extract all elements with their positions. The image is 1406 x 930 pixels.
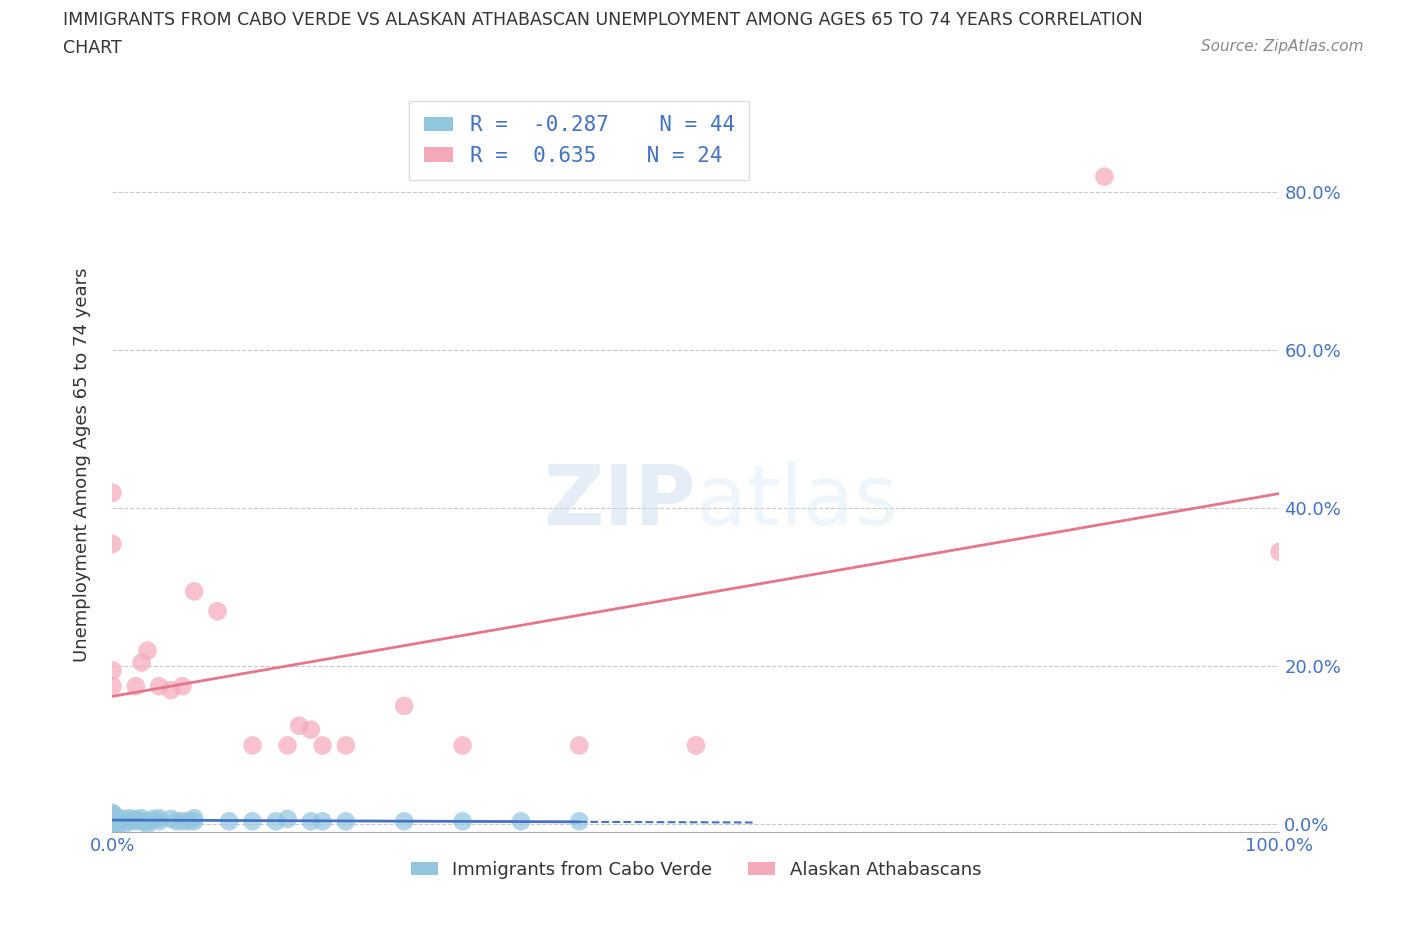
Point [107, 817, 129, 832]
Point [101, 809, 124, 824]
Point [101, 805, 124, 820]
Point [131, 811, 153, 826]
Point [451, 814, 474, 829]
Point [131, 655, 153, 670]
Point [311, 814, 333, 829]
Text: CHART: CHART [63, 39, 122, 57]
Point [311, 738, 333, 753]
Text: ZIP: ZIP [544, 461, 696, 542]
Text: IMMIGRANTS FROM CABO VERDE VS ALASKAN ATHABASCAN UNEMPLOYMENT AMONG AGES 65 TO 7: IMMIGRANTS FROM CABO VERDE VS ALASKAN AT… [63, 11, 1143, 29]
Point [264, 814, 287, 829]
Point [118, 811, 141, 826]
Point [394, 698, 416, 713]
Point [125, 812, 148, 827]
Point [101, 813, 124, 828]
Point [207, 604, 229, 618]
Point [148, 814, 170, 829]
Point [1268, 544, 1291, 559]
Point [299, 814, 322, 829]
Text: Source: ZipAtlas.com: Source: ZipAtlas.com [1201, 39, 1364, 54]
Point [568, 738, 591, 753]
Point [101, 817, 124, 832]
Point [101, 817, 124, 832]
Point [131, 814, 153, 829]
Point [148, 679, 170, 694]
Point [107, 811, 129, 826]
Point [172, 679, 194, 694]
Point [136, 817, 159, 832]
Point [101, 537, 124, 551]
Point [101, 817, 124, 832]
Point [509, 814, 531, 829]
Point [177, 814, 200, 829]
Point [685, 738, 707, 753]
Point [101, 485, 124, 500]
Point [183, 814, 205, 829]
Point [101, 663, 124, 678]
Point [451, 738, 474, 753]
Point [112, 817, 135, 832]
Point [335, 814, 357, 829]
Point [242, 814, 264, 829]
Y-axis label: Unemployment Among Ages 65 to 74 years: Unemployment Among Ages 65 to 74 years [73, 268, 91, 662]
Point [183, 584, 205, 599]
Point [112, 812, 135, 827]
Point [335, 738, 357, 753]
Point [276, 812, 298, 827]
Point [172, 814, 194, 829]
Point [218, 814, 240, 829]
Point [107, 813, 129, 828]
Point [160, 683, 183, 698]
Text: atlas: atlas [696, 461, 897, 542]
Point [394, 814, 416, 829]
Point [299, 723, 322, 737]
Point [101, 813, 124, 828]
Point [136, 814, 159, 829]
Point [142, 812, 165, 827]
Point [568, 814, 591, 829]
Point [148, 811, 170, 826]
Point [136, 644, 159, 658]
Point [101, 812, 124, 827]
Point [242, 738, 264, 753]
Point [101, 679, 124, 694]
Point [118, 814, 141, 829]
Point [101, 809, 124, 824]
Point [288, 718, 311, 733]
Point [160, 812, 183, 827]
Point [101, 812, 124, 827]
Point [183, 811, 205, 826]
Point [125, 814, 148, 829]
Point [1094, 169, 1116, 184]
Point [101, 806, 124, 821]
Point [125, 679, 148, 694]
Legend: Immigrants from Cabo Verde, Alaskan Athabascans: Immigrants from Cabo Verde, Alaskan Atha… [404, 854, 988, 885]
Point [166, 814, 188, 829]
Point [276, 738, 298, 753]
